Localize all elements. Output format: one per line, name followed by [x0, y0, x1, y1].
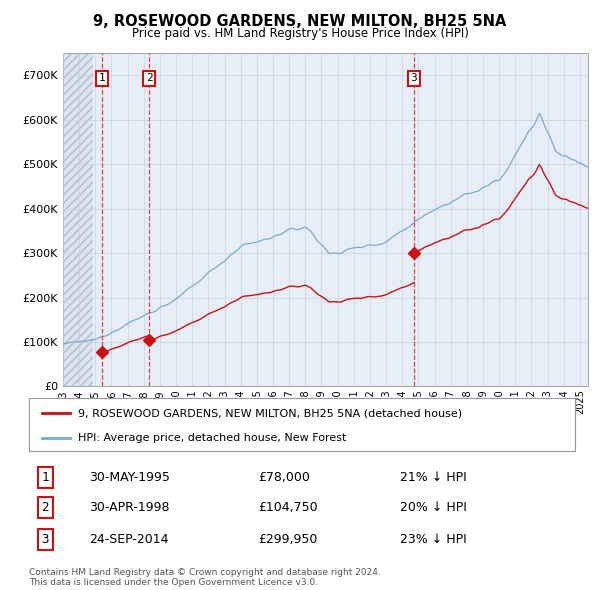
Text: HPI: Average price, detached house, New Forest: HPI: Average price, detached house, New … [78, 432, 346, 442]
Text: 3: 3 [410, 73, 418, 83]
Text: 24-SEP-2014: 24-SEP-2014 [89, 533, 169, 546]
Text: 1: 1 [98, 73, 106, 83]
Bar [63, 53, 93, 386]
Text: £78,000: £78,000 [258, 471, 310, 484]
Text: 21% ↓ HPI: 21% ↓ HPI [400, 471, 467, 484]
Text: Price paid vs. HM Land Registry's House Price Index (HPI): Price paid vs. HM Land Registry's House … [131, 27, 469, 40]
Text: 1: 1 [41, 471, 49, 484]
Text: 30-APR-1998: 30-APR-1998 [89, 501, 169, 514]
Text: 3: 3 [41, 533, 49, 546]
Text: 9, ROSEWOOD GARDENS, NEW MILTON, BH25 5NA: 9, ROSEWOOD GARDENS, NEW MILTON, BH25 5N… [94, 14, 506, 30]
Text: 23% ↓ HPI: 23% ↓ HPI [400, 533, 467, 546]
Text: 2: 2 [146, 73, 152, 83]
Text: 9, ROSEWOOD GARDENS, NEW MILTON, BH25 5NA (detached house): 9, ROSEWOOD GARDENS, NEW MILTON, BH25 5N… [78, 408, 462, 418]
Text: £299,950: £299,950 [258, 533, 317, 546]
Text: 30-MAY-1995: 30-MAY-1995 [89, 471, 170, 484]
Text: 2: 2 [41, 501, 49, 514]
Text: Contains HM Land Registry data © Crown copyright and database right 2024.
This d: Contains HM Land Registry data © Crown c… [29, 568, 380, 587]
Text: £104,750: £104,750 [258, 501, 318, 514]
Text: 20% ↓ HPI: 20% ↓ HPI [400, 501, 467, 514]
